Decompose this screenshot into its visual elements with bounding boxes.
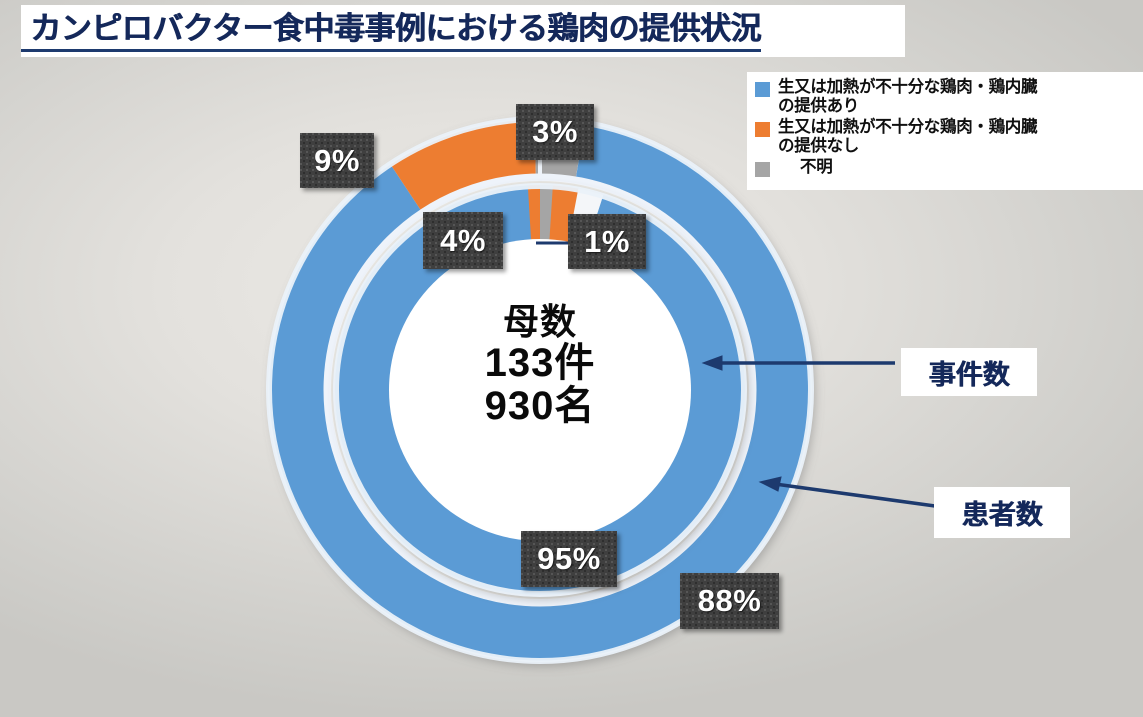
callout-label-cases: 事件数 (901, 348, 1037, 396)
legend-swatch-orange-icon (755, 121, 770, 137)
legend-item-not-provided-label: 生又は加熱が不十分な鶏肉・鶏内臓 の提供なし (778, 117, 1038, 157)
data-label-inner-orange: 4% (423, 212, 503, 269)
legend-swatch-blue-icon (755, 82, 770, 97)
inner-slice-orange[interactable] (335, 185, 745, 595)
callout-arrow-patients-line (774, 482, 936, 508)
callout-label-patients: 患者数 (934, 487, 1070, 538)
legend-item-unknown-label: 不明 (800, 157, 833, 176)
chart-legend: 生又は加熱が不十分な鶏肉・鶏内臓 の提供あり 生又は加熱が不十分な鶏肉・鶏内臓 … (747, 72, 1143, 190)
legend-item-provided[interactable]: 生又は加熱が不十分な鶏肉・鶏内臓 の提供あり (755, 78, 1143, 117)
inner-ring-outer-edge (333, 183, 747, 597)
data-label-outer-blue: 88% (680, 573, 779, 629)
callout-arrow-patients-head (758, 476, 782, 492)
callout-arrow-cases-head (701, 355, 723, 371)
legend-line-2: の提供あり (778, 97, 860, 116)
outer-slice-blue[interactable] (269, 119, 811, 661)
legend-line-1: 生又は加熱が不十分な鶏肉・鶏内臓 (778, 78, 1038, 96)
legend-line-1: 生又は加熱が不十分な鶏肉・鶏内臓 (778, 117, 1038, 136)
center-line-3: 930名 (484, 384, 596, 429)
legend-item-unknown[interactable]: 不明 (755, 158, 1143, 177)
legend-item-not-provided[interactable]: 生又は加熱が不十分な鶏肉・鶏内臓 の提供なし (755, 118, 1143, 157)
page-title-text: カンピロバクター食中毒事例における鶏肉の提供状況 (21, 10, 761, 52)
data-label-outer-gray: 3% (516, 104, 594, 160)
legend-item-provided-label: 生又は加熱が不十分な鶏肉・鶏内臓 の提供あり (778, 78, 1038, 117)
donut-hole (389, 239, 691, 541)
page-title: カンピロバクター食中毒事例における鶏肉の提供状況 (21, 5, 905, 57)
legend-swatch-gray-icon (755, 161, 770, 177)
outer-ring-inner-edge (323, 173, 757, 607)
center-line-2: 133件 (484, 340, 596, 385)
center-line-1: 母数 (502, 301, 577, 342)
data-label-outer-orange: 9% (300, 133, 374, 188)
legend-line-2: の提供なし (778, 137, 860, 156)
center-total-label: 母数 133件 930名 (390, 301, 690, 429)
callout-arrows (536, 241, 936, 508)
data-label-inner-blue: 95% (521, 531, 617, 587)
data-label-inner-gray: 1% (568, 214, 646, 269)
